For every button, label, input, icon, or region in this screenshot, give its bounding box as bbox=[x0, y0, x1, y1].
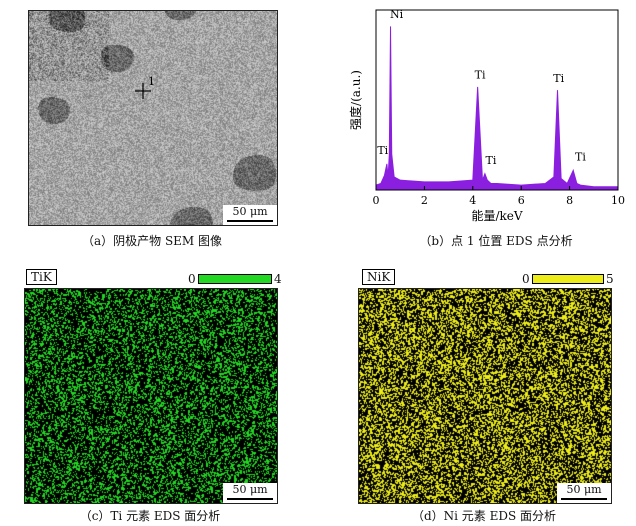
point-marker-label: 1 bbox=[148, 75, 155, 88]
caption-c: （c）Ti 元素 EDS 面分析 bbox=[79, 509, 221, 523]
spectrum-area bbox=[375, 26, 619, 191]
caption-a: （a）阴极产物 SEM 图像 bbox=[81, 234, 223, 248]
caption-b: （b）点 1 位置 EDS 点分析 bbox=[419, 234, 573, 248]
colorbar-max-ni: 5 bbox=[606, 272, 614, 286]
map-label-ni: NiK bbox=[362, 269, 396, 285]
scale-bar-a: 50 μm bbox=[223, 205, 277, 225]
plot-frame bbox=[375, 9, 619, 191]
sem-image: 1 50 μm bbox=[28, 10, 278, 226]
colorbar-min-ti: 0 bbox=[188, 272, 196, 286]
scale-label-a: 50 μm bbox=[232, 205, 268, 218]
colorbar-ni bbox=[532, 274, 604, 284]
peak-label: Ti bbox=[575, 151, 586, 164]
x-axis-label: 能量/keV bbox=[471, 209, 522, 223]
scale-label-c: 50 μm bbox=[232, 483, 268, 496]
caption-d: （d）Ni 元素 EDS 面分析 bbox=[411, 509, 557, 523]
peak-label: Ti bbox=[486, 154, 497, 167]
scale-line-a bbox=[227, 220, 273, 222]
x-tick-label: 0 bbox=[373, 194, 380, 207]
x-tick-label: 6 bbox=[518, 194, 525, 207]
peak-label: Ti bbox=[377, 144, 388, 157]
map-label-ti: TiK bbox=[26, 269, 57, 285]
scale-line-d bbox=[561, 498, 607, 500]
scale-label-d: 50 μm bbox=[566, 483, 602, 496]
eds-spectrum-chart: 0 2 4 6 8 10 能量/keV 强度/(a.u.) Ni Ti Ti Ti Ti Ti bbox=[348, 8, 625, 223]
y-axis-label: 强度/(a.u.) bbox=[348, 70, 363, 130]
scale-bar-d: 50 μm bbox=[557, 483, 611, 503]
point-marker: 1 bbox=[135, 75, 155, 99]
ti-map-image: 50 μm bbox=[24, 288, 278, 504]
x-tick-label: 2 bbox=[421, 194, 428, 207]
colorbar-max-ti: 4 bbox=[274, 272, 282, 286]
ti-map-texture bbox=[25, 289, 277, 503]
scale-line-c bbox=[227, 498, 273, 500]
ni-map-texture bbox=[359, 289, 611, 503]
scale-bar-c: 50 μm bbox=[223, 483, 277, 503]
peak-label: Ni bbox=[390, 8, 404, 21]
peak-label: Ti bbox=[553, 72, 564, 85]
colorbar-min-ni: 0 bbox=[522, 272, 530, 286]
ni-map-image: 50 μm bbox=[358, 288, 612, 504]
x-tick-label: 10 bbox=[611, 194, 625, 207]
x-tick-label: 8 bbox=[566, 194, 573, 207]
colorbar-ti bbox=[198, 274, 272, 284]
sem-texture bbox=[29, 11, 277, 225]
peak-label: Ti bbox=[475, 69, 486, 82]
x-tick-label: 4 bbox=[469, 194, 476, 207]
